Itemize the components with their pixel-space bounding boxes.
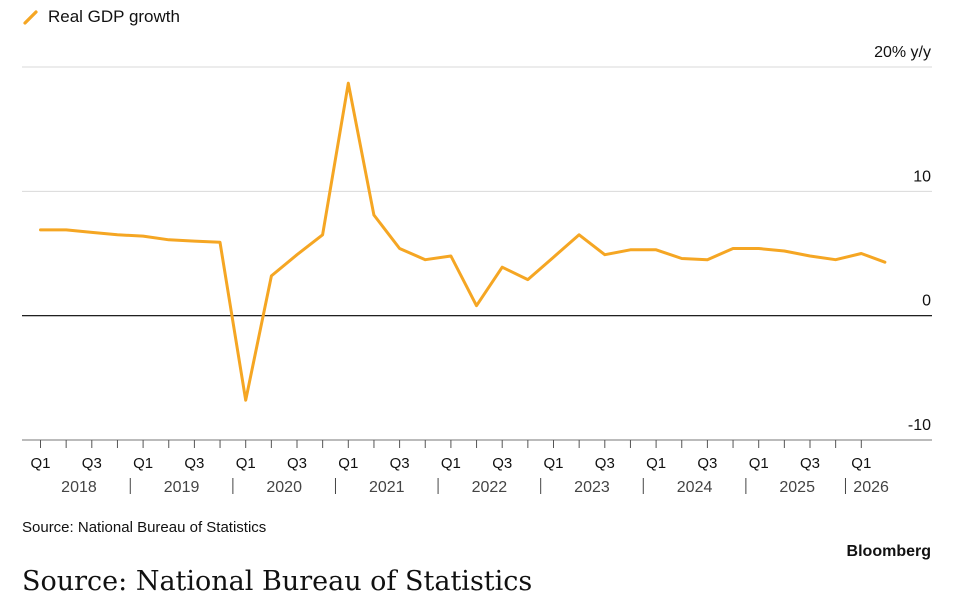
y-tick-label: 20% y/y [874,44,931,61]
x-tick-label: Q3 [390,455,410,472]
year-label: 2021 [369,479,405,496]
year-label: 2019 [164,479,200,496]
year-label: 2020 [266,479,302,496]
x-tick-label: Q3 [800,455,820,472]
x-tick-label: Q3 [82,455,102,472]
x-tick-label: Q1 [133,455,153,472]
year-label: 2024 [677,479,713,496]
x-tick-label: Q1 [30,455,50,472]
year-label: 2018 [61,479,97,496]
y-tick-label: -10 [908,417,931,434]
x-tick-label: Q1 [646,455,666,472]
x-tick-label: Q3 [697,455,717,472]
year-label: 2022 [472,479,508,496]
legend-label: Real GDP growth [48,7,180,26]
brand-logo: Bloomberg [846,543,931,560]
x-tick-label: Q1 [543,455,563,472]
x-tick-label: Q3 [184,455,204,472]
legend: Real GDP growth [22,6,180,28]
x-tick-label: Q3 [492,455,512,472]
source-note: Source: National Bureau of Statistics [22,519,267,536]
x-tick-label: Q1 [851,455,871,472]
source-note-large: Source: National Bureau of Statistics [22,566,533,597]
year-label: 2026 [853,479,889,496]
x-tick-label: Q1 [749,455,769,472]
y-tick-label: 10 [913,168,931,185]
x-tick-label: Q1 [338,455,358,472]
series-line-real-gdp-growth [39,81,887,402]
x-tick-label: Q3 [595,455,615,472]
year-label: 2025 [779,479,815,496]
legend-swatch-icon [23,10,38,25]
x-tick-label: Q3 [287,455,307,472]
year-label: 2023 [574,479,610,496]
x-tick-label: Q1 [236,455,256,472]
y-tick-label: 0 [922,293,931,310]
x-tick-label: Q1 [441,455,461,472]
